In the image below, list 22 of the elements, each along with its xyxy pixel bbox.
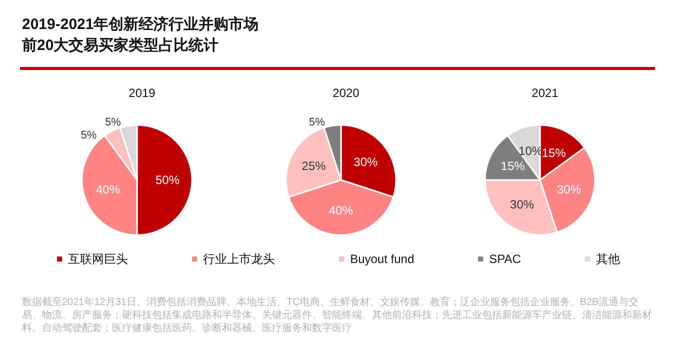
legend-label: Buyout fund: [350, 252, 414, 266]
data-label: 5%: [80, 130, 97, 142]
slice-label: 2019: [128, 86, 156, 100]
legend-label: 互联网巨头: [68, 252, 128, 266]
data-label: 15%: [542, 146, 566, 160]
data-label: 5%: [309, 116, 326, 129]
chart-title: 2019-2021年创新经济行业并购市场前20大交易买家类型占比统计: [22, 15, 260, 56]
data-label: 15%: [500, 159, 526, 174]
data-label: 25%: [302, 159, 326, 174]
slice-label: 2021: [532, 86, 559, 100]
slice-label: 2020: [332, 86, 360, 100]
data-label: 30%: [354, 155, 378, 170]
data-label: 40%: [96, 182, 120, 196]
data-label: 50%: [155, 173, 180, 187]
data-label: 40%: [328, 204, 354, 218]
legend-label: SPAC: [489, 252, 522, 266]
text: 数据截至2021年12月31日。消费包括消费品牌、本地生活、TC电商、生鲜食材、文娱传媒、教育；泛企业服务包括企业服务、B2B流通与交易、物流、房产服务；硬科技包括集成电路和半导体、关键元器件、智能终端、其他前沿科技；先进工业包括新能源车产业链、清洁能源和新材料、自动驾驶配套；医疗健康包括医药、诊断和器械、医疗服务和数字医疗: [22, 296, 653, 335]
data-label: 30%: [510, 198, 534, 212]
data-label: 5%: [105, 116, 122, 129]
data-label: 30%: [556, 182, 582, 196]
legend-label: 行业上市龙头: [203, 252, 276, 266]
legend-label: 其他: [596, 252, 620, 266]
